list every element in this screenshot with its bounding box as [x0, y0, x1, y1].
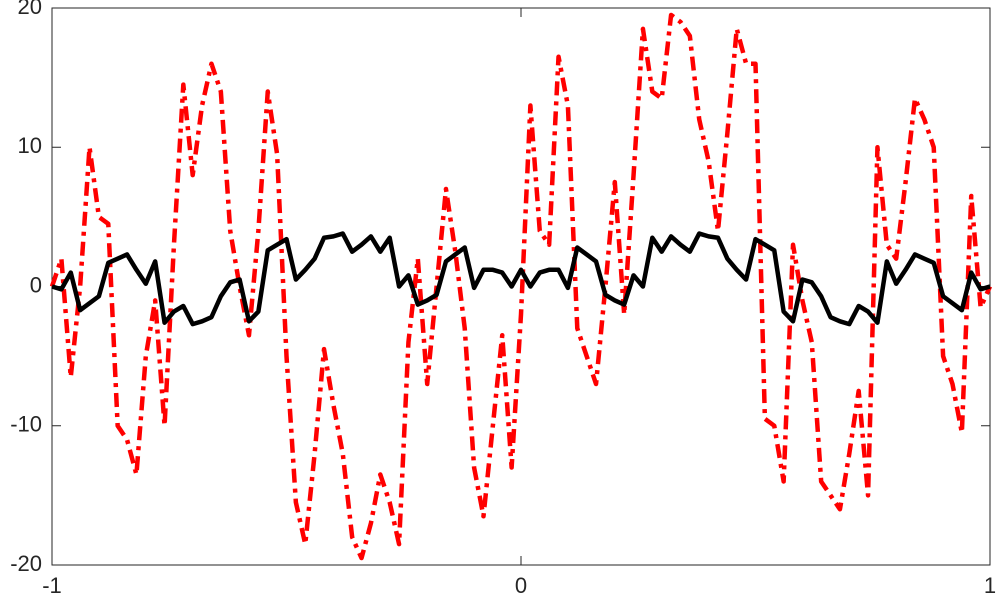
y-tick-label: 20 [18, 0, 42, 19]
x-tick-label: 0 [515, 573, 527, 598]
line-series [51, 231, 991, 327]
y-tick-label: 10 [18, 133, 42, 158]
y-tick-label: -10 [10, 412, 42, 437]
y-tick-label: -20 [10, 551, 42, 576]
y-tick-label: 0 [30, 272, 42, 297]
x-tick-label: 1 [984, 573, 996, 598]
line-series [49, 12, 993, 561]
x-tick-label: -1 [42, 573, 62, 598]
